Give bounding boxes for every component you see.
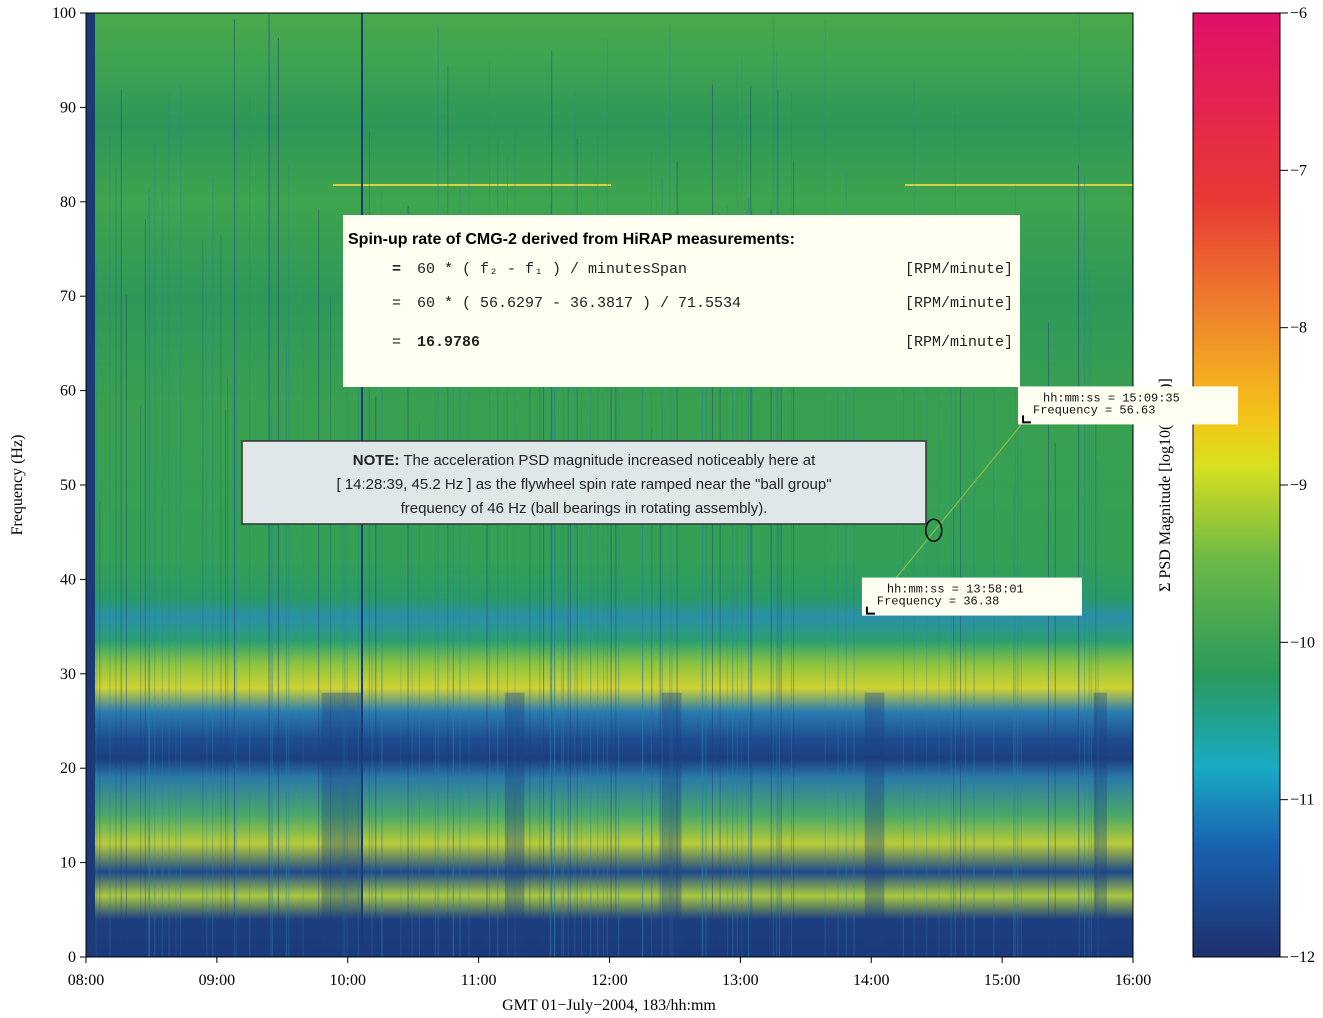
- y-tick-label: 50: [60, 477, 76, 494]
- marker-frequency: Frequency = 56.63: [1033, 403, 1155, 417]
- colorbar: [1193, 13, 1280, 957]
- eq: =: [392, 261, 401, 278]
- colorbar-tick-label: −6: [1290, 5, 1307, 22]
- x-tick-label: 13:00: [722, 972, 758, 989]
- formula: 60 * ( f₂ - f₁ ) / minutesSpan: [417, 261, 687, 278]
- x-tick-label: 10:00: [330, 972, 366, 989]
- note-text: The acceleration PSD magnitude increased…: [403, 452, 816, 469]
- box-title: Spin-up rate of CMG-2 derived from HiRAP…: [348, 231, 795, 248]
- x-tick-label: 14:00: [853, 972, 889, 989]
- chart: GMT 01−July−2004, 183/hh:mm Frequency (H…: [0, 0, 1323, 1018]
- x-tick-label: 16:00: [1115, 972, 1151, 989]
- x-tick-label: 09:00: [199, 972, 235, 989]
- colorbar-tick-label: −11: [1290, 792, 1314, 809]
- eq: =: [392, 295, 401, 312]
- texture-band: [1094, 693, 1107, 957]
- texture-band: [505, 693, 525, 957]
- texture-band: [322, 693, 361, 957]
- y-tick-label: 0: [68, 949, 76, 966]
- y-tick-label: 80: [60, 194, 76, 211]
- formula: 60 * ( 56.6297 - 36.3817 ) / 71.5534: [417, 295, 741, 312]
- result: 16.9786: [417, 334, 480, 351]
- x-tick-label: 08:00: [68, 972, 104, 989]
- note-box: NOTE: The acceleration PSD magnitude inc…: [242, 441, 926, 524]
- x-tick-label: 11:00: [461, 972, 497, 989]
- colorbar-tick-label: −9: [1290, 477, 1307, 494]
- y-tick-label: 60: [60, 383, 76, 400]
- eq: =: [392, 334, 401, 351]
- colorbar-tick-label: −7: [1290, 162, 1307, 179]
- y-tick-label: 70: [60, 288, 76, 305]
- colorbar-tick-label: −10: [1290, 634, 1315, 651]
- note-line: [ 14:28:39, 45.2 Hz ] as the flywheel sp…: [336, 476, 831, 493]
- y-tick-label: 20: [60, 760, 76, 777]
- texture-band: [662, 693, 682, 957]
- colorbar-tick-label: −8: [1290, 320, 1307, 337]
- y-axis-label: Frequency (Hz): [9, 435, 26, 536]
- note-lead: NOTE:: [353, 452, 400, 469]
- colorbar-tick-label: −12: [1290, 949, 1315, 966]
- x-tick-label: 15:00: [984, 972, 1020, 989]
- y-tick-label: 30: [60, 666, 76, 683]
- unit: [RPM/minute]: [905, 261, 1013, 278]
- x-axis-label: GMT 01−July−2004, 183/hh:mm: [502, 997, 716, 1014]
- data-gap: [86, 13, 95, 957]
- unit: [RPM/minute]: [905, 334, 1013, 351]
- note-line: NOTE: The acceleration PSD magnitude inc…: [353, 452, 816, 469]
- y-tick-label: 10: [60, 855, 76, 872]
- spinup-box: Spin-up rate of CMG-2 derived from HiRAP…: [343, 215, 1020, 387]
- note-line: frequency of 46 Hz (ball bearings in rot…: [401, 500, 768, 517]
- y-tick-label: 100: [52, 5, 76, 22]
- x-tick-label: 12:00: [591, 972, 627, 989]
- marker-frequency: Frequency = 36.38: [877, 595, 999, 609]
- y-tick-label: 40: [60, 571, 76, 588]
- unit: [RPM/minute]: [905, 295, 1013, 312]
- texture-band: [865, 693, 885, 957]
- y-tick-label: 90: [60, 99, 76, 116]
